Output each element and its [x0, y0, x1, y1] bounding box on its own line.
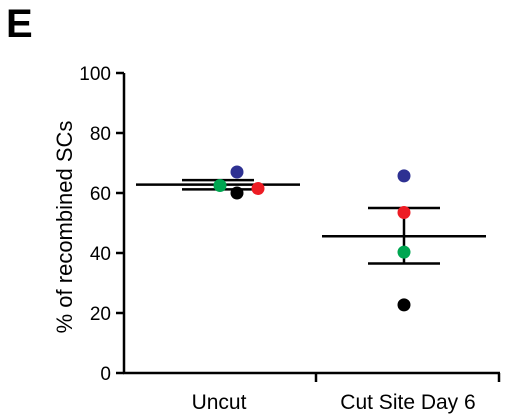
x-category-label: Cut Site Day 6 [340, 391, 475, 414]
x-axis: Uncut Cut Site Day 6 [123, 371, 501, 414]
y-tick-label: 80 [90, 124, 111, 145]
panel-letter: E [6, 2, 33, 46]
data-point-green [397, 245, 411, 259]
y-axis: 0 20 40 60 80 100 [79, 64, 126, 385]
data-point-blue [230, 165, 244, 179]
data-point-black [230, 186, 244, 200]
y-tick-label: 0 [100, 364, 111, 385]
y-axis-title: % of recombined SCs [52, 121, 77, 334]
data-point-green [213, 179, 227, 192]
x-category-label: Uncut [192, 391, 247, 414]
data-point-blue [397, 169, 411, 183]
mean-sem-bars [136, 178, 486, 265]
data-points [213, 165, 411, 312]
y-tick-label: 60 [90, 184, 111, 205]
data-point-black [397, 298, 411, 312]
y-tick-label: 20 [90, 304, 111, 325]
y-tick-label: 100 [79, 64, 111, 85]
y-tick-label: 40 [90, 244, 111, 265]
data-point-red [251, 182, 265, 195]
data-point-red [397, 206, 411, 219]
